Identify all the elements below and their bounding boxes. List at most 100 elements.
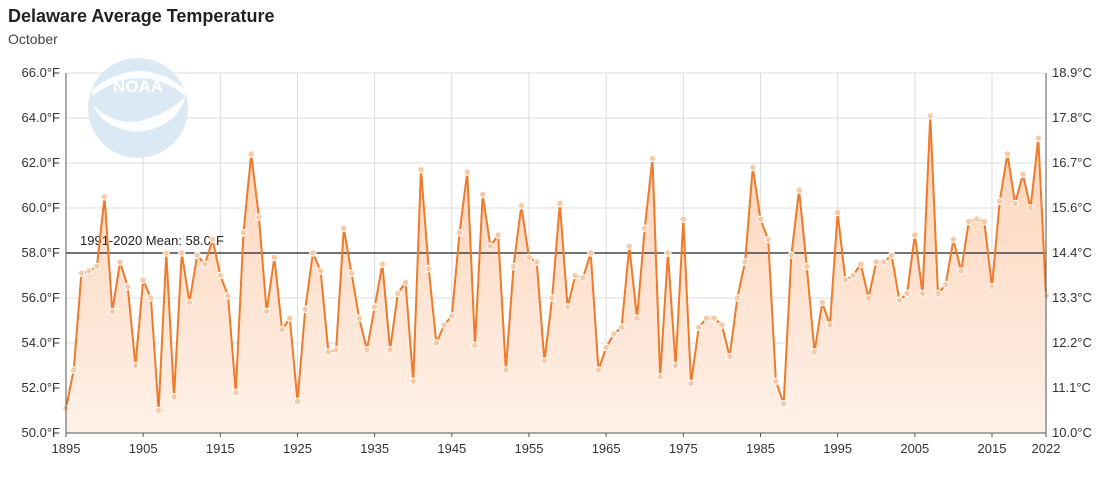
data-point <box>864 294 873 302</box>
data-point <box>779 400 788 408</box>
data-point <box>957 267 965 275</box>
data-point <box>324 348 333 356</box>
data-point <box>286 314 294 322</box>
x-tick-label: 2015 <box>978 441 1007 456</box>
data-point <box>563 303 572 311</box>
data-point <box>733 294 742 302</box>
data-point <box>478 190 487 199</box>
data-point <box>386 346 394 354</box>
data-point <box>162 249 171 257</box>
data-point <box>633 314 641 322</box>
data-point <box>818 298 826 307</box>
noaa-logo: NOAA <box>88 58 188 158</box>
data-point <box>239 229 248 237</box>
y-tick-label-right: 17.8°C <box>1052 110 1092 125</box>
data-point <box>702 314 711 322</box>
data-point <box>679 215 688 223</box>
data-point <box>556 199 564 208</box>
data-point <box>147 294 155 302</box>
data-point <box>471 341 479 349</box>
x-tick-label: 1985 <box>746 441 775 456</box>
data-point <box>903 289 911 298</box>
data-point <box>448 312 456 320</box>
data-point <box>617 323 626 331</box>
mean-label: 1991-2020 Mean: 58.0°F <box>80 233 224 248</box>
data-point <box>533 258 541 266</box>
data-point <box>108 307 116 316</box>
data-point <box>988 283 996 291</box>
data-point <box>749 163 757 172</box>
data-point <box>764 235 772 244</box>
data-point <box>540 357 549 365</box>
x-tick-label: 1975 <box>669 441 698 456</box>
y-tick-label-right: 18.9°C <box>1052 65 1092 80</box>
data-point <box>309 249 317 257</box>
y-tick-label-right: 12.2°C <box>1052 335 1092 350</box>
data-point <box>517 202 525 210</box>
y-tick-label-left: 66.0°F <box>22 65 61 80</box>
data-point <box>440 321 448 329</box>
y-tick-label-left: 64.0°F <box>22 110 61 125</box>
data-point <box>394 289 402 298</box>
x-tick-label: 2022 <box>1032 441 1061 456</box>
data-point <box>355 314 363 322</box>
data-point <box>378 260 387 268</box>
y-tick-label-left: 62.0°F <box>22 155 61 170</box>
data-point <box>370 303 379 311</box>
data-point <box>463 168 471 176</box>
data-point <box>316 267 325 275</box>
data-point <box>872 258 880 266</box>
logo-text: NOAA <box>113 77 163 96</box>
x-tick-label: 1895 <box>52 441 81 456</box>
data-point <box>664 249 672 257</box>
y-tick-label-right: 15.6°C <box>1052 200 1092 215</box>
data-point <box>772 377 780 385</box>
data-markers <box>62 112 1050 415</box>
data-point <box>193 251 201 259</box>
x-tick-label: 1965 <box>592 441 621 456</box>
x-tick-label: 1955 <box>515 441 544 456</box>
data-point <box>741 258 749 266</box>
y-tick-label-left: 56.0°F <box>22 290 61 305</box>
data-point <box>725 352 734 361</box>
data-point <box>93 262 101 271</box>
data-point <box>262 307 271 316</box>
y-tick-label-right: 14.4°C <box>1052 245 1092 260</box>
data-point <box>841 276 850 284</box>
data-point <box>216 271 225 280</box>
data-point <box>154 406 163 415</box>
data-point <box>232 388 240 397</box>
y-tick-label-right: 11.1°C <box>1052 380 1091 395</box>
data-point <box>208 235 217 244</box>
data-point <box>911 231 919 239</box>
data-point <box>185 298 194 307</box>
x-tick-label: 1925 <box>283 441 312 456</box>
chart-title: Delaware Average Temperature <box>8 6 275 26</box>
data-point <box>941 280 950 289</box>
data-point <box>139 276 147 284</box>
data-point <box>424 265 433 273</box>
data-point <box>594 366 603 374</box>
y-tick-label-left: 60.0°F <box>22 200 61 215</box>
data-point <box>602 343 610 352</box>
data-point <box>432 339 441 347</box>
data-point <box>972 215 981 223</box>
x-tick-label: 2005 <box>900 441 929 456</box>
data-point <box>687 379 695 388</box>
data-point <box>278 325 286 334</box>
data-point <box>201 260 209 268</box>
data-point <box>124 283 132 291</box>
x-tick-label: 1995 <box>823 441 852 456</box>
data-point <box>648 154 657 163</box>
data-point <box>587 249 595 257</box>
data-point <box>849 271 857 280</box>
data-point <box>1011 199 1019 208</box>
data-point <box>571 271 579 280</box>
data-point <box>347 269 356 277</box>
data-point <box>887 251 896 259</box>
data-point <box>857 260 865 268</box>
data-point <box>293 397 302 406</box>
x-tick-label: 1915 <box>206 441 235 456</box>
data-point <box>494 231 502 239</box>
data-point <box>671 361 680 370</box>
